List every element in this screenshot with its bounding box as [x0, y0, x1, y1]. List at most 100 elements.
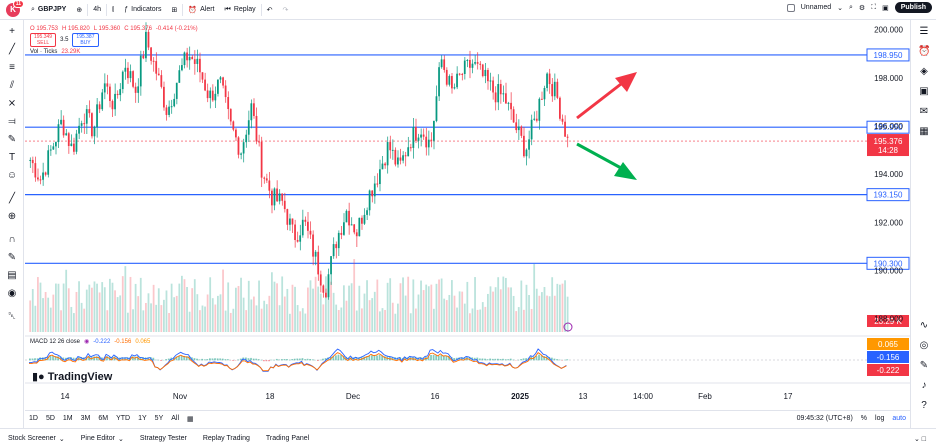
candle-body[interactable]	[335, 244, 338, 249]
brush-icon[interactable]: ✎	[7, 134, 17, 145]
candle-body[interactable]	[394, 149, 397, 165]
watchlist-icon[interactable]: ☰	[919, 26, 929, 37]
lock-drawings-icon[interactable]: ✎	[7, 252, 17, 263]
candle-body[interactable]	[510, 102, 512, 110]
candle-body[interactable]	[332, 244, 335, 257]
candle-body[interactable]	[489, 80, 492, 82]
pulse-icon[interactable]: ∿	[919, 320, 929, 331]
candle-body[interactable]	[196, 58, 199, 64]
pitchfork-icon[interactable]: ⫽	[9, 80, 15, 91]
candle-body[interactable]	[44, 172, 47, 175]
candle-body[interactable]	[60, 119, 62, 125]
candle-body[interactable]	[379, 169, 381, 185]
candle-body[interactable]	[445, 69, 448, 85]
candle-body[interactable]	[502, 93, 505, 95]
candle-body[interactable]	[299, 235, 302, 242]
candle-body[interactable]	[34, 163, 37, 178]
candle-body[interactable]	[232, 121, 235, 130]
sell-button[interactable]: 195.349 SELL	[30, 33, 57, 47]
candle-body[interactable]	[88, 109, 91, 114]
candle-body[interactable]	[533, 118, 536, 120]
candle-body[interactable]	[294, 224, 296, 240]
candle-body[interactable]	[121, 71, 124, 90]
candle-body[interactable]	[240, 153, 242, 155]
candle-body[interactable]	[78, 125, 80, 134]
emoji-icon[interactable]: ☺	[6, 170, 18, 181]
bottom-tab-pine-editor[interactable]: Pine Editor ⌄	[80, 435, 124, 443]
candle-body[interactable]	[548, 73, 551, 85]
candle-body[interactable]	[327, 274, 330, 298]
timeframe-6m[interactable]: 6M	[98, 415, 109, 422]
bell-icon[interactable]: ♪	[921, 380, 927, 391]
candle-body[interactable]	[258, 141, 260, 143]
candle-body[interactable]	[546, 73, 548, 89]
candle-body[interactable]	[353, 224, 356, 233]
candle-body[interactable]	[250, 103, 253, 121]
candle-body[interactable]	[229, 109, 232, 122]
candle-body[interactable]	[409, 147, 412, 149]
crosshair-icon[interactable]: +	[9, 26, 15, 37]
candle-body[interactable]	[214, 93, 217, 101]
candle-body[interactable]	[438, 67, 440, 97]
candle-body[interactable]	[312, 234, 314, 257]
candle-body[interactable]	[62, 119, 65, 136]
candle-body[interactable]	[116, 93, 119, 96]
candle-body[interactable]	[391, 149, 394, 151]
candle-body[interactable]	[255, 115, 258, 142]
compare-button[interactable]: ⊕	[71, 0, 87, 20]
chat-icon[interactable]: ✉	[919, 106, 929, 117]
candle-body[interactable]	[65, 133, 68, 136]
candle-body[interactable]	[530, 119, 533, 140]
candle-body[interactable]	[114, 93, 116, 110]
measure-icon[interactable]: ⫤	[8, 116, 16, 127]
candle-body[interactable]	[355, 232, 358, 237]
candle-body[interactable]	[371, 190, 374, 197]
ruler-icon[interactable]: ╱	[8, 193, 16, 204]
trendline-icon[interactable]: ╱	[8, 44, 16, 55]
candle-body[interactable]	[175, 82, 178, 99]
candle-body[interactable]	[260, 141, 263, 178]
candle-body[interactable]	[247, 120, 250, 135]
collapse-icon[interactable]: ⌄ □	[913, 435, 926, 443]
candle-body[interactable]	[340, 232, 343, 235]
candle-body[interactable]	[139, 55, 142, 87]
target-icon[interactable]: ◎	[919, 340, 929, 351]
candle-body[interactable]	[265, 178, 268, 181]
candle-body[interactable]	[278, 193, 281, 202]
candle-body[interactable]	[134, 86, 137, 93]
candle-body[interactable]	[147, 31, 150, 48]
user-avatar[interactable]: K 11	[6, 0, 24, 17]
candle-body[interactable]	[163, 86, 165, 108]
candle-body[interactable]	[425, 136, 428, 148]
interval-button[interactable]: 4h	[93, 6, 101, 13]
candle-body[interactable]	[384, 163, 386, 166]
buy-button[interactable]: 195.387 BUY	[72, 33, 99, 47]
bottom-tab-stock-screener[interactable]: Stock Screener ⌄	[8, 435, 65, 443]
candle-body[interactable]	[132, 71, 134, 87]
candle-body[interactable]	[345, 210, 348, 223]
candle-body[interactable]	[47, 150, 50, 175]
candle-body[interactable]	[528, 139, 530, 150]
pattern-icon[interactable]: ⨯	[7, 98, 17, 109]
candle-body[interactable]	[307, 221, 309, 231]
chevron-down-icon[interactable]: ⌄	[837, 4, 843, 12]
candle-body[interactable]	[373, 183, 376, 197]
candle-body[interactable]	[404, 155, 407, 157]
candle-body[interactable]	[566, 136, 569, 138]
candle-body[interactable]	[443, 59, 446, 70]
candle-body[interactable]	[497, 84, 500, 103]
magnet-icon[interactable]: ∩	[8, 234, 16, 245]
quick-search-icon[interactable]: ⌕	[848, 3, 853, 11]
candle-body[interactable]	[96, 104, 98, 128]
candle-body[interactable]	[463, 60, 466, 74]
candle-body[interactable]	[492, 80, 494, 93]
candle-body[interactable]	[564, 121, 566, 137]
candle-body[interactable]	[456, 73, 458, 88]
candle-body[interactable]	[150, 47, 152, 61]
candle-body[interactable]	[235, 129, 237, 138]
candle-body[interactable]	[145, 31, 147, 59]
bearish-arrow-shaft[interactable]	[576, 142, 622, 170]
candle-body[interactable]	[127, 67, 129, 79]
candle-body[interactable]	[481, 64, 484, 77]
candle-body[interactable]	[75, 133, 78, 152]
